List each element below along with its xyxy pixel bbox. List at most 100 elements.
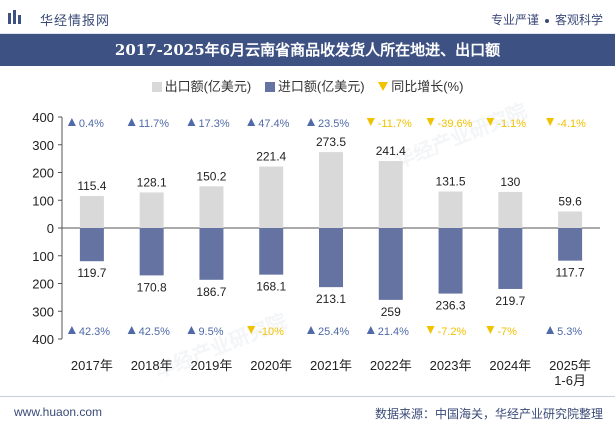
import-growth-label: 5.3%	[557, 326, 582, 338]
legend-import-label: 进口额(亿美元)	[277, 79, 365, 94]
export-growth-up-triangle-icon	[187, 118, 196, 126]
slogan: 专业严谨 客观科学	[491, 11, 603, 28]
export-growth-down-triangle-icon	[546, 118, 555, 126]
import-growth-down-triangle-icon	[426, 326, 435, 334]
y-tick-label: 200	[32, 277, 54, 292]
import-growth-label: 9.5%	[198, 326, 223, 338]
import-growth-label: -7%	[497, 326, 517, 338]
import-growth-up-triangle-icon	[546, 326, 555, 334]
x-tick-label: 2023年	[430, 358, 472, 373]
brand-name: 华经情报网	[40, 13, 111, 28]
export-growth-up-triangle-icon	[247, 118, 256, 126]
x-tick-label: 2018年	[131, 358, 173, 373]
legend-export: 出口额(亿美元)	[151, 76, 252, 95]
import-bar	[259, 228, 284, 275]
footer-url[interactable]: www.huaon.com	[14, 405, 103, 419]
export-growth-up-triangle-icon	[127, 118, 136, 126]
import-value-label: 259	[381, 305, 401, 319]
y-tick-label: 300	[32, 138, 54, 153]
import-growth-up-triangle-icon	[307, 326, 315, 334]
export-value-label: 221.4	[256, 150, 286, 164]
import-bar	[558, 228, 583, 261]
import-value-label: 119.7	[77, 266, 106, 280]
slogan-right: 客观科学	[554, 13, 603, 27]
export-value-label: 128.1	[137, 175, 167, 189]
logo-icon	[8, 10, 21, 24]
x-tick-label: 2017年	[71, 358, 113, 373]
export-value-label: 115.4	[77, 179, 106, 193]
export-growth-up-triangle-icon	[67, 118, 76, 126]
y-tick-label: 300	[32, 304, 54, 319]
export-growth-label: 0.4%	[79, 118, 104, 130]
export-value-label: 59.6	[558, 194, 582, 208]
import-bar	[438, 228, 463, 294]
import-growth-label: 42.3%	[79, 326, 110, 338]
slogan-left: 专业严谨	[490, 13, 539, 27]
y-tick-label: 400	[32, 110, 54, 125]
x-tick-label: 2022年	[370, 358, 412, 373]
export-bar	[438, 191, 463, 228]
import-value-label: 186.7	[196, 285, 226, 299]
x-tick-label: 2021年	[310, 358, 352, 373]
legend-export-label: 出口额(亿美元)	[164, 79, 252, 94]
export-bar	[378, 161, 403, 228]
import-bar	[498, 228, 523, 289]
import-growth-label: 25.4%	[318, 326, 349, 338]
import-growth-up-triangle-icon	[187, 326, 196, 334]
legend-growth-triangle-icon	[378, 82, 389, 91]
import-bar	[199, 228, 224, 280]
footer-source: 数据来源：中国海关，华经产业研究院整理	[374, 407, 603, 421]
import-growth-label: 42.5%	[139, 326, 170, 338]
slogan-dot	[544, 18, 549, 23]
export-value-label: 241.4	[376, 144, 406, 158]
import-growth-label: -7.2%	[438, 326, 467, 338]
chart-plot: 400 300 200 100 0 100 200 300 400 115.4 119.7 0.4% 4…	[32, 110, 600, 388]
export-value-label: 130	[500, 175, 520, 189]
import-bar	[378, 228, 403, 300]
export-bar	[319, 152, 343, 228]
export-value-label: 131.5	[436, 175, 466, 189]
x-tick-label: 1-6月	[554, 373, 586, 388]
import-value-label: 170.8	[137, 280, 167, 294]
export-growth-label: -4.1%	[557, 118, 586, 130]
legend-import: 进口额(亿美元)	[264, 76, 365, 95]
export-value-label: 273.5	[316, 135, 346, 149]
export-bar	[498, 191, 523, 228]
y-tick-label: 100	[32, 193, 54, 208]
x-tick-label: 2019年	[190, 358, 232, 373]
x-tick-label: 2024年	[489, 358, 531, 373]
export-growth-down-triangle-icon	[426, 118, 435, 126]
import-bar	[139, 228, 164, 276]
import-value-label: 168.1	[256, 280, 286, 294]
legend-export-swatch	[151, 82, 162, 92]
import-growth-up-triangle-icon	[127, 326, 136, 334]
legend-growth-label: 同比增长(%)	[391, 79, 464, 94]
import-value-label: 236.3	[436, 299, 466, 313]
import-growth-label: -10%	[258, 326, 284, 338]
export-growth-label: 47.4%	[258, 118, 289, 130]
export-growth-label: 11.7%	[139, 118, 170, 130]
y-tick-label: 400	[32, 332, 54, 347]
legend-import-swatch	[264, 82, 275, 92]
export-growth-label: 23.5%	[318, 118, 349, 130]
chart-legend: 出口额(亿美元) 进口额(亿美元) 同比增长(%)	[0, 76, 615, 94]
import-bar	[79, 228, 104, 262]
legend-growth: 同比增长(%)	[378, 76, 463, 95]
import-growth-down-triangle-icon	[247, 326, 256, 334]
export-bar	[79, 195, 104, 228]
x-tick-label: 2025年	[549, 358, 591, 373]
footer: www.huaon.com 数据来源：中国海关，华经产业研究院整理	[0, 396, 615, 427]
y-tick-label: 0	[47, 221, 54, 236]
export-growth-down-triangle-icon	[486, 118, 495, 126]
y-tick-label: 100	[32, 249, 54, 264]
export-growth-label: -39.6%	[438, 118, 473, 130]
import-value-label: 117.7	[556, 266, 585, 280]
export-growth-up-triangle-icon	[307, 118, 315, 126]
export-value-label: 150.2	[196, 169, 226, 183]
import-growth-up-triangle-icon	[67, 326, 76, 334]
top-bar: 华经情报网 专业严谨 客观科学	[0, 0, 615, 34]
export-growth-label: -11.7%	[378, 118, 412, 130]
import-growth-up-triangle-icon	[366, 326, 375, 334]
x-tick-label: 2020年	[250, 358, 292, 373]
export-bar	[558, 211, 583, 228]
